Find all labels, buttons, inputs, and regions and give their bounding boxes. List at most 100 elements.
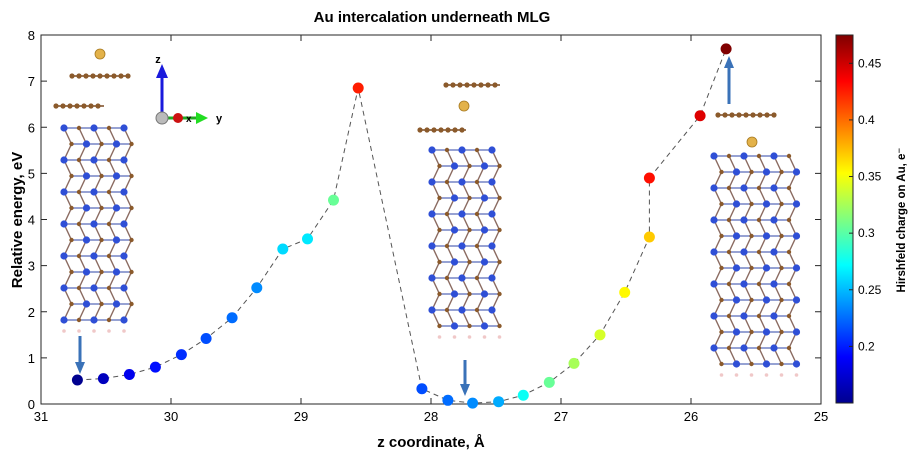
carbon-atom xyxy=(437,227,442,233)
silicon-atom xyxy=(762,168,771,176)
carbon-atom xyxy=(437,291,442,297)
carbon-atom xyxy=(471,82,477,88)
silicon-atom xyxy=(60,316,68,324)
carbon-atom xyxy=(467,195,472,201)
data-points xyxy=(71,43,732,409)
carbon-atom xyxy=(69,237,74,243)
carbon-atom xyxy=(726,249,732,255)
silicon-atom xyxy=(740,248,748,256)
colorbar-tick-label: 0.25 xyxy=(858,283,882,297)
carbon-atom xyxy=(444,243,450,249)
carbon-atom xyxy=(779,169,784,175)
carbon-atom xyxy=(437,259,442,265)
carbon-atom xyxy=(76,221,82,227)
silicon-atom xyxy=(732,168,741,176)
carbon-atom xyxy=(106,285,112,291)
x-axis-label: z coordinate, Å xyxy=(377,434,485,451)
carbon-atom xyxy=(129,269,134,275)
carbon-atom xyxy=(76,317,82,323)
silicon-atom xyxy=(458,306,466,314)
hydrogen-atom xyxy=(764,373,769,377)
carbon-atom xyxy=(90,73,96,79)
silicon-atom xyxy=(82,204,91,212)
x-tick-label: 29 xyxy=(294,409,308,424)
silicon-atom xyxy=(90,252,98,260)
x-axis-sphere xyxy=(173,113,183,123)
carbon-atom xyxy=(756,313,762,319)
carbon-atom xyxy=(757,112,763,118)
data-point xyxy=(352,82,364,94)
hydrogen-atom xyxy=(749,373,754,377)
carbon-atom xyxy=(106,157,112,163)
carbon-atom xyxy=(726,345,732,351)
carbon-atom xyxy=(99,301,104,307)
silicon-atom xyxy=(428,242,436,250)
carbon-atom xyxy=(786,217,792,223)
silicon-atom xyxy=(82,236,91,244)
carbon-atom xyxy=(437,195,442,201)
carbon-atom xyxy=(715,112,721,118)
silicon-atom xyxy=(770,344,778,352)
carbon-atom xyxy=(95,103,101,109)
silicon-atom xyxy=(90,188,98,196)
carbon-atom xyxy=(104,73,110,79)
state-arrows xyxy=(75,56,734,396)
y-tick-label: 7 xyxy=(28,74,35,89)
z-axis-arrow-head xyxy=(156,64,168,78)
silicon-atom xyxy=(732,264,741,272)
hydrogen-atom xyxy=(437,335,442,339)
carbon-atom xyxy=(749,297,754,303)
silicon-atom xyxy=(792,200,801,208)
y-tick-label: 8 xyxy=(28,28,35,43)
colorbar-tick-label: 0.45 xyxy=(858,56,882,70)
silicon-atom xyxy=(762,328,771,336)
silicon-atom xyxy=(90,124,98,132)
carbon-atom xyxy=(749,265,754,271)
carbon-atom xyxy=(424,127,430,133)
carbon-atom xyxy=(457,82,463,88)
silicon-atom xyxy=(480,290,489,298)
data-point xyxy=(416,383,428,395)
hydrogen-atom xyxy=(794,373,799,377)
silicon-atom xyxy=(710,344,718,352)
silicon-atom xyxy=(740,312,748,320)
carbon-atom xyxy=(129,301,134,307)
silicon-atom xyxy=(792,168,801,176)
silicon-atom xyxy=(428,210,436,218)
silicon-atom xyxy=(732,232,741,240)
data-point xyxy=(149,361,161,373)
colorbar-ticks: 0.2 0.25 0.3 0.35 0.4 0.45 xyxy=(849,56,882,353)
carbon-atom xyxy=(786,249,792,255)
silicon-atom xyxy=(792,328,801,336)
silicon-atom xyxy=(488,178,496,186)
silicon-atom xyxy=(770,312,778,320)
carbon-atom xyxy=(726,217,732,223)
data-point xyxy=(694,110,706,122)
carbon-atom xyxy=(771,112,777,118)
hydrogen-atom xyxy=(77,329,81,333)
carbon-atom xyxy=(719,265,724,271)
carbon-atom xyxy=(764,112,770,118)
silicon-atom xyxy=(60,124,68,132)
carbon-atom xyxy=(450,82,456,88)
hydrogen-atom xyxy=(122,329,126,333)
carbon-atom xyxy=(467,163,472,169)
carbon-atom xyxy=(69,301,74,307)
carbon-atom xyxy=(53,103,59,109)
carbon-atom xyxy=(726,153,732,159)
x-tick-label: 25 xyxy=(814,409,828,424)
carbon-atom xyxy=(756,185,762,191)
silicon-atom xyxy=(428,146,436,154)
hydrogen-atom xyxy=(92,329,96,333)
carbon-atom xyxy=(474,275,480,281)
y-axis-label: Relative energy, eV xyxy=(9,152,26,288)
x-ticks: 31 30 29 28 27 26 25 xyxy=(34,35,828,424)
carbon-atom xyxy=(69,205,74,211)
carbon-atom xyxy=(437,323,442,329)
silicon-atom xyxy=(428,306,436,314)
silicon-atom xyxy=(710,280,718,288)
data-point xyxy=(493,396,505,408)
data-point xyxy=(302,233,313,245)
silicon-atom xyxy=(112,140,121,148)
carbon-atom xyxy=(719,297,724,303)
